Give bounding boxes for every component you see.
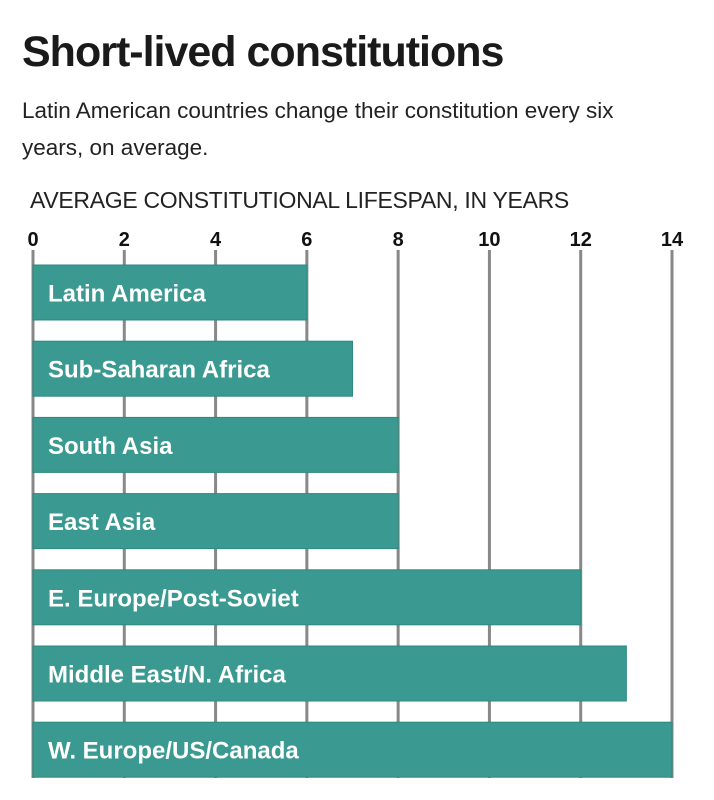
bar-label: Sub-Saharan Africa [48, 357, 270, 384]
x-tick-label: 10 [478, 229, 500, 251]
bar [32, 721, 673, 778]
bar [32, 416, 399, 473]
bar-label: W. Europe/US/Canada [48, 738, 299, 765]
bar-label: Middle East/N. Africa [48, 662, 286, 689]
x-tick-label: 4 [210, 229, 222, 251]
x-tick-label: 6 [301, 229, 312, 251]
bar [32, 569, 582, 626]
bar [32, 645, 627, 702]
bar [32, 493, 399, 550]
bars: Latin America Sub-Saharan Africa South Asi… [32, 264, 673, 778]
x-tick-label: 12 [570, 229, 592, 251]
x-tick-label: 2 [119, 229, 130, 251]
x-tick-labels: 0 2 4 6 8 10 12 14 [27, 229, 684, 251]
x-axis-label: AVERAGE CONSTITUTIONAL LIFESPAN, IN YEAR… [30, 187, 569, 213]
bar [32, 340, 353, 397]
bar-label: Latin America [48, 281, 206, 308]
bar-label: South Asia [48, 433, 173, 460]
chart-subtitle: Latin American countries change their co… [22, 98, 614, 160]
x-tick-label: 0 [27, 229, 38, 251]
bar-label: E. Europe/Post-Soviet [48, 585, 299, 612]
x-tick-label: 8 [393, 229, 404, 251]
bar-label: East Asia [48, 509, 156, 536]
x-tick-label: 14 [661, 229, 684, 251]
bar [32, 264, 308, 321]
chart-title: Short-lived constitutions [22, 28, 504, 76]
